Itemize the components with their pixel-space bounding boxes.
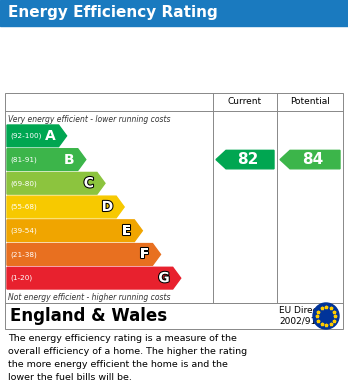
Bar	[5, 93, 343, 303]
Text: C: C	[84, 176, 94, 190]
Text: Not energy efficient - higher running costs: Not energy efficient - higher running co…	[8, 292, 171, 301]
Polygon shape	[7, 220, 142, 242]
Polygon shape	[7, 149, 86, 170]
Text: Energy Efficiency Rating: Energy Efficiency Rating	[8, 5, 218, 20]
Text: (81-91): (81-91)	[10, 156, 37, 163]
Polygon shape	[216, 151, 274, 169]
Text: EU Directive
2002/91/EC: EU Directive 2002/91/EC	[279, 306, 335, 326]
Polygon shape	[7, 267, 181, 289]
Bar	[5, 303, 343, 329]
Text: The energy efficiency rating is a measure of the
overall efficiency of a home. T: The energy efficiency rating is a measur…	[8, 334, 247, 382]
Text: G: G	[158, 271, 170, 285]
Polygon shape	[7, 125, 66, 147]
Text: (69-80): (69-80)	[10, 180, 37, 187]
Polygon shape	[7, 196, 124, 218]
Text: (1-20): (1-20)	[10, 275, 32, 282]
Text: (55-68): (55-68)	[10, 204, 37, 210]
Text: Very energy efficient - lower running costs: Very energy efficient - lower running co…	[8, 115, 171, 124]
Text: D: D	[102, 200, 113, 214]
Text: Potential: Potential	[290, 97, 330, 106]
Text: (39-54): (39-54)	[10, 228, 37, 234]
Polygon shape	[280, 151, 340, 169]
Text: E: E	[122, 224, 131, 238]
Polygon shape	[7, 172, 105, 194]
Text: England & Wales: England & Wales	[10, 307, 167, 325]
Text: B: B	[64, 152, 75, 167]
Text: 82: 82	[237, 152, 259, 167]
Text: (92-100): (92-100)	[10, 133, 41, 139]
Text: 84: 84	[302, 152, 324, 167]
Text: A: A	[45, 129, 56, 143]
Text: Current: Current	[228, 97, 262, 106]
Polygon shape	[7, 244, 160, 265]
Text: (21-38): (21-38)	[10, 251, 37, 258]
Circle shape	[313, 303, 339, 329]
Bar	[0, 0, 348, 26]
Text: F: F	[140, 248, 150, 262]
